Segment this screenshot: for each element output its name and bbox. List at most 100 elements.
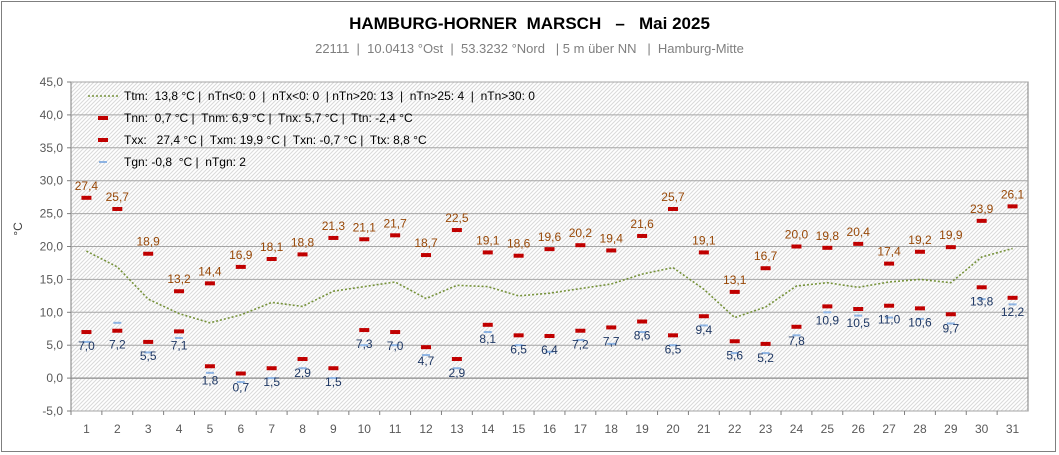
y-tick-label: 30,0 [40, 174, 64, 188]
min-data-label: 7,7 [603, 334, 620, 348]
ground-min-marker [915, 317, 924, 320]
min-marker [513, 333, 524, 338]
max-marker [637, 233, 648, 238]
x-tick-label: 25 [821, 422, 835, 436]
max-marker [112, 206, 123, 211]
max-data-label: 25,7 [661, 190, 685, 204]
x-tick-label: 17 [574, 422, 588, 436]
min-data-label: 8,6 [634, 329, 651, 343]
max-marker [698, 250, 709, 255]
legend-entry-ttm: Ttm: 13,8 °C | nTn<0: 0 | nTx<0: 0 | nTn… [124, 89, 535, 103]
x-tick-label: 24 [790, 422, 804, 436]
min-marker [81, 330, 92, 335]
max-data-label: 18,1 [260, 240, 284, 254]
max-marker [667, 206, 678, 211]
max-data-label: 19,9 [939, 228, 963, 242]
max-marker [297, 252, 308, 257]
chart-subtitle: 22111 | 10.0413 °Ost | 53.3232 °Nord | 5… [315, 41, 744, 56]
min-data-label: 6,5 [510, 342, 527, 356]
min-data-label: 5,5 [140, 349, 157, 363]
x-tick-label: 31 [1006, 422, 1020, 436]
ground-min-marker [668, 344, 677, 347]
min-marker [884, 303, 895, 308]
ground-min-marker [298, 367, 307, 370]
x-tick-label: 15 [512, 422, 526, 436]
min-marker [791, 324, 802, 329]
ground-min-marker [422, 354, 431, 357]
min-data-label: 7,8 [788, 334, 805, 348]
ground-min-marker [452, 367, 461, 370]
legend-entry-tgn: Tgn: -0,8 °C | nTgn: 2 [124, 155, 246, 169]
min-marker [1007, 295, 1018, 300]
x-tick-label: 5 [207, 422, 214, 436]
max-marker [1007, 204, 1018, 209]
y-tick-label: 0,0 [46, 371, 63, 385]
max-data-label: 20,2 [569, 226, 593, 240]
max-marker [884, 261, 895, 266]
ground-min-marker [329, 377, 338, 380]
max-marker [143, 251, 154, 256]
ground-min-marker [144, 351, 153, 354]
legend-swatch-tgn [99, 161, 107, 163]
x-tick-label: 28 [913, 422, 927, 436]
x-tick-label: 27 [882, 422, 896, 436]
min-data-label: 2,9 [449, 366, 466, 380]
ground-min-marker [1008, 303, 1017, 306]
x-tick-label: 6 [237, 422, 244, 436]
max-marker [204, 281, 215, 286]
max-marker [328, 235, 339, 240]
ground-min-marker [946, 322, 955, 325]
min-marker [698, 314, 709, 319]
min-marker [451, 357, 462, 362]
ground-min-marker [576, 338, 585, 341]
x-tick-label: 23 [759, 422, 773, 436]
max-marker [81, 195, 92, 200]
min-data-label: 2,9 [294, 366, 311, 380]
max-data-label: 21,3 [322, 219, 346, 233]
min-data-label: 7,0 [387, 339, 404, 353]
min-data-label: 9,7 [942, 321, 959, 335]
max-marker [914, 249, 925, 254]
max-data-label: 19,1 [476, 233, 500, 247]
x-tick-label: 8 [299, 422, 306, 436]
max-marker [822, 245, 833, 250]
max-data-label: 23,9 [970, 202, 994, 216]
min-data-label: 10,6 [908, 315, 932, 329]
x-tick-label: 2 [114, 422, 121, 436]
ground-min-marker [854, 314, 863, 317]
min-data-label: 6,5 [665, 342, 682, 356]
max-marker [853, 241, 864, 246]
max-data-label: 19,6 [538, 230, 562, 244]
max-marker [544, 247, 555, 252]
min-data-label: 10,9 [816, 313, 840, 327]
max-data-label: 18,7 [414, 236, 438, 250]
y-tick-label: 45,0 [40, 75, 64, 89]
min-data-label: 5,6 [726, 348, 743, 362]
x-tick-label: 26 [852, 422, 866, 436]
y-tick-label: 35,0 [40, 141, 64, 155]
max-data-label: 20,0 [785, 228, 809, 242]
max-marker [266, 257, 277, 262]
x-tick-label: 18 [605, 422, 619, 436]
x-tick-label: 20 [666, 422, 680, 436]
min-marker [667, 333, 678, 338]
max-data-label: 20,4 [847, 225, 871, 239]
min-marker [421, 345, 432, 350]
min-marker [606, 325, 617, 330]
min-marker [976, 285, 987, 290]
x-tick-label: 9 [330, 422, 337, 436]
x-tick-label: 10 [358, 422, 372, 436]
max-data-label: 21,1 [353, 220, 377, 234]
max-marker [235, 264, 246, 269]
x-tick-label: 19 [635, 422, 649, 436]
ground-min-marker [638, 331, 647, 334]
max-marker [390, 233, 401, 238]
legend-swatch-txx [98, 138, 108, 142]
min-data-label: 12,2 [1001, 305, 1025, 319]
ground-min-marker [977, 298, 986, 301]
min-data-label: 6,4 [541, 343, 558, 357]
min-data-label: 0,7 [232, 380, 249, 394]
min-marker [822, 304, 833, 309]
